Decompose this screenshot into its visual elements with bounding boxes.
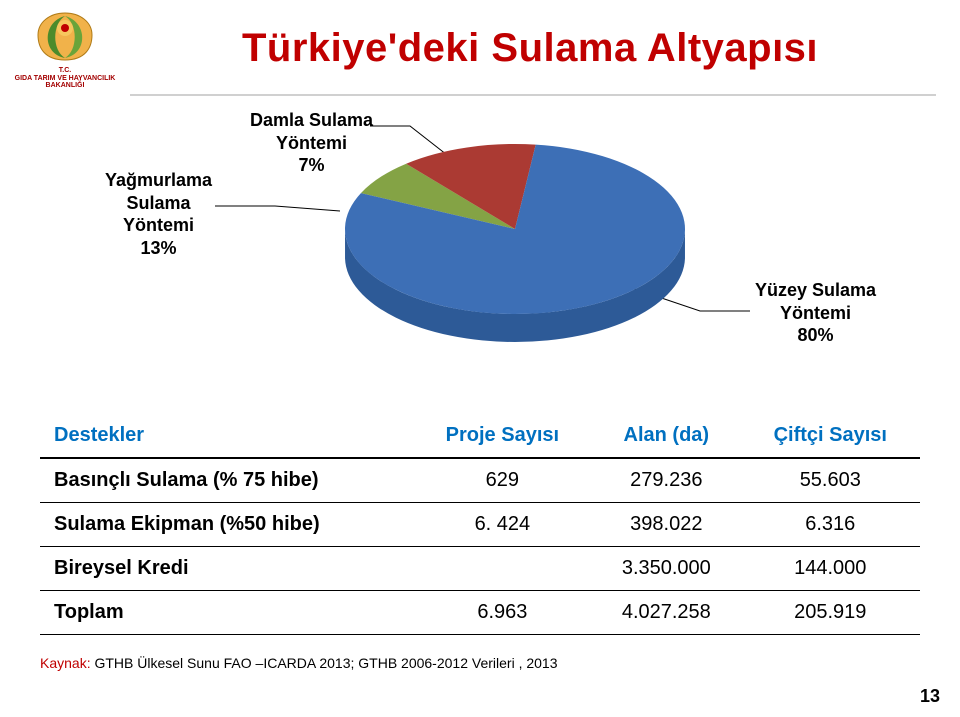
source-text: GTHB Ülkesel Sunu FAO –ICARDA 2013; GTHB… [91,655,558,671]
table-row: Bireysel Kredi 3.350.000144.000 [40,547,920,591]
ministry-logo: T.C. GIDA TARIM VE HAYVANCILIK BAKANLIĞI [10,10,120,90]
row-label: Bireysel Kredi [40,547,413,591]
row-label: Toplam [40,591,413,635]
row-label: Sulama Ekipman (%50 hibe) [40,503,413,547]
pie-chart [340,124,690,354]
logo-text: T.C. GIDA TARIM VE HAYVANCILIK BAKANLIĞI [15,67,116,90]
row-value: 398.022 [592,503,740,547]
row-value: 3.350.000 [592,547,740,591]
row-value: 4.027.258 [592,591,740,635]
table-row: Toplam6.9634.027.258205.919 [40,591,920,635]
source-citation: Kaynak: GTHB Ülkesel Sunu FAO –ICARDA 20… [40,655,920,671]
data-table-wrap: Destekler Proje Sayısı Alan (da) Çiftçi … [40,414,920,635]
row-label: Basınçlı Sulama (% 75 hibe) [40,458,413,503]
th-proje: Proje Sayısı [413,414,592,458]
logo-line1: T.C. [15,67,116,75]
th-alan: Alan (da) [592,414,740,458]
page-title: Türkiye'deki Sulama Altyapısı [120,26,940,71]
table-row: Sulama Ekipman (%50 hibe)6. 424398.0226.… [40,503,920,547]
data-table: Destekler Proje Sayısı Alan (da) Çiftçi … [40,414,920,635]
th-ciftci: Çiftçi Sayısı [741,414,920,458]
source-label: Kaynak: [40,655,91,671]
slice-label-yuzey: Yüzey Sulama Yöntemi 80% [755,279,876,347]
title-underline [130,94,936,96]
logo-icon [30,10,100,65]
row-value: 6. 424 [413,503,592,547]
slice-label-yagmurlama: Yağmurlama Sulama Yöntemi 13% [105,169,212,259]
page-number: 13 [920,686,940,707]
row-value: 6.316 [741,503,920,547]
row-value: 55.603 [741,458,920,503]
row-value: 279.236 [592,458,740,503]
row-value: 6.963 [413,591,592,635]
pie-chart-area: Yağmurlama Sulama Yöntemi 13% Damla Sula… [0,104,960,404]
row-value: 144.000 [741,547,920,591]
table-header-row: Destekler Proje Sayısı Alan (da) Çiftçi … [40,414,920,458]
slide-header: T.C. GIDA TARIM VE HAYVANCILIK BAKANLIĞI… [0,0,960,90]
row-value: 629 [413,458,592,503]
th-destekler: Destekler [40,414,413,458]
row-value [413,547,592,591]
row-value: 205.919 [741,591,920,635]
logo-line3: BAKANLIĞI [15,82,116,90]
leader-line-yagmurlama [215,176,345,216]
table-row: Basınçlı Sulama (% 75 hibe)629279.23655.… [40,458,920,503]
